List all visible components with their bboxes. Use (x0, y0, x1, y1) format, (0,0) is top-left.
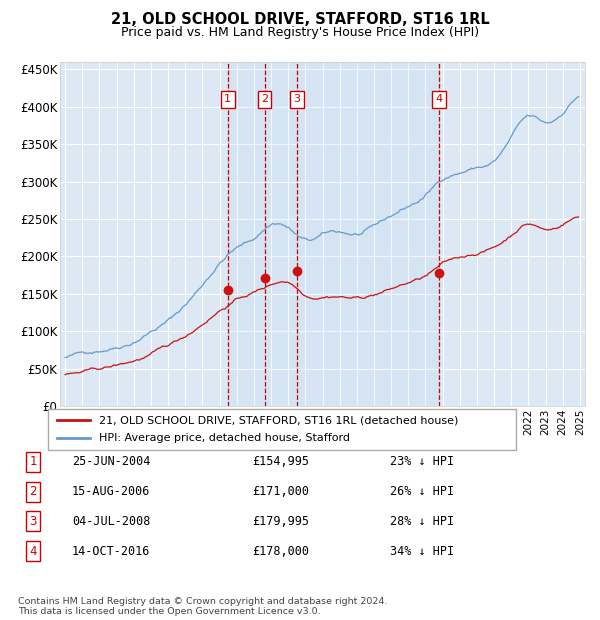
Text: 25-JUN-2004: 25-JUN-2004 (72, 456, 151, 468)
Text: 21, OLD SCHOOL DRIVE, STAFFORD, ST16 1RL (detached house): 21, OLD SCHOOL DRIVE, STAFFORD, ST16 1RL… (100, 415, 459, 425)
Text: 1: 1 (29, 456, 37, 468)
Bar (228, 62, 439, 406)
Text: £171,000: £171,000 (252, 485, 309, 498)
Text: 15-AUG-2006: 15-AUG-2006 (72, 485, 151, 498)
FancyBboxPatch shape (48, 409, 516, 450)
Text: 1: 1 (224, 94, 231, 104)
Text: 4: 4 (436, 94, 443, 104)
Text: 04-JUL-2008: 04-JUL-2008 (72, 515, 151, 528)
Text: This data is licensed under the Open Government Licence v3.0.: This data is licensed under the Open Gov… (18, 607, 320, 616)
Text: 34% ↓ HPI: 34% ↓ HPI (390, 545, 454, 557)
Text: HPI: Average price, detached house, Stafford: HPI: Average price, detached house, Staf… (100, 433, 350, 443)
Text: 2: 2 (29, 485, 37, 498)
Text: 21, OLD SCHOOL DRIVE, STAFFORD, ST16 1RL: 21, OLD SCHOOL DRIVE, STAFFORD, ST16 1RL (110, 12, 490, 27)
Text: 23% ↓ HPI: 23% ↓ HPI (390, 456, 454, 468)
Text: £178,000: £178,000 (252, 545, 309, 557)
Text: Price paid vs. HM Land Registry's House Price Index (HPI): Price paid vs. HM Land Registry's House … (121, 26, 479, 39)
Text: Contains HM Land Registry data © Crown copyright and database right 2024.: Contains HM Land Registry data © Crown c… (18, 597, 388, 606)
Text: 14-OCT-2016: 14-OCT-2016 (72, 545, 151, 557)
Text: 26% ↓ HPI: 26% ↓ HPI (390, 485, 454, 498)
Text: 3: 3 (29, 515, 37, 528)
Text: 3: 3 (293, 94, 301, 104)
Text: 4: 4 (29, 545, 37, 557)
Text: 2: 2 (261, 94, 268, 104)
Text: 28% ↓ HPI: 28% ↓ HPI (390, 515, 454, 528)
Text: £179,995: £179,995 (252, 515, 309, 528)
Text: £154,995: £154,995 (252, 456, 309, 468)
